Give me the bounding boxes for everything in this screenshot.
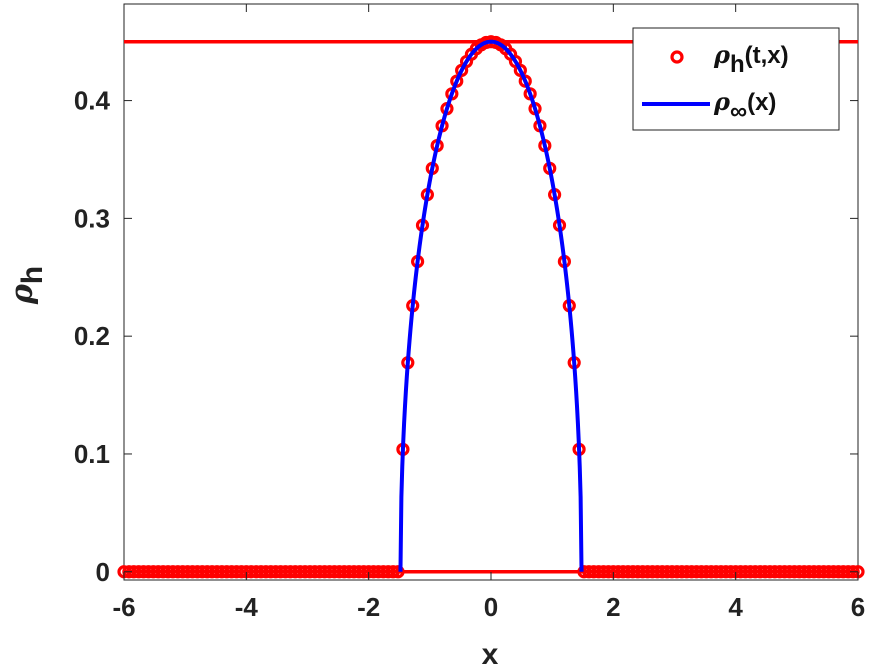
x-tick-label: 0 — [484, 592, 498, 622]
y-tick-label: 0.3 — [74, 203, 110, 233]
legend-box — [632, 27, 840, 131]
series-line-rho-inf — [398, 39, 584, 572]
svg-text:ρh: ρh — [5, 266, 49, 305]
legend-label-1-subscript: h — [730, 51, 745, 78]
y-tick-label: 0.4 — [74, 86, 111, 116]
legend: ρh(t,x) ρ∞(x) — [632, 27, 840, 131]
x-tick-label: 2 — [606, 592, 620, 622]
y-tick-label: 0 — [96, 557, 110, 587]
data-point — [513, 63, 527, 77]
data-point — [386, 565, 400, 579]
axis-ticks — [123, 4, 859, 580]
series-curve — [398, 39, 584, 572]
legend-label-1-symbol: ρ — [713, 40, 731, 69]
legend-label-2-symbol: ρ — [713, 87, 731, 116]
x-tick-label: -6 — [112, 592, 135, 622]
y-axis-title-subscript: h — [16, 266, 49, 284]
x-tick-label: -4 — [235, 592, 259, 622]
y-tick-label: 0.1 — [74, 439, 110, 469]
legend-label-2-suffix: (x) — [747, 89, 776, 116]
tick-labels: -6 -4 -2 0 2 4 6 0 0.1 0.2 0.3 0.4 — [74, 86, 865, 622]
legend-marker-rho-h — [670, 50, 684, 64]
y-axis-title: ρh — [5, 266, 49, 305]
svg-text:ρh(t,x): ρh(t,x) — [713, 40, 789, 78]
y-tick-label: 0.2 — [74, 321, 110, 351]
x-axis-title: x — [482, 638, 499, 668]
x-tick-label: -2 — [357, 592, 380, 622]
svg-text:ρ∞(x): ρ∞(x) — [713, 87, 776, 125]
data-point — [846, 565, 860, 579]
x-tick-label: 4 — [728, 592, 743, 622]
y-axis-title-symbol: ρ — [5, 283, 40, 305]
x-tick-label: 6 — [851, 592, 865, 622]
legend-label-2-subscript: ∞ — [730, 98, 747, 125]
data-point — [391, 565, 405, 579]
legend-label-1-suffix: (t,x) — [745, 42, 789, 69]
